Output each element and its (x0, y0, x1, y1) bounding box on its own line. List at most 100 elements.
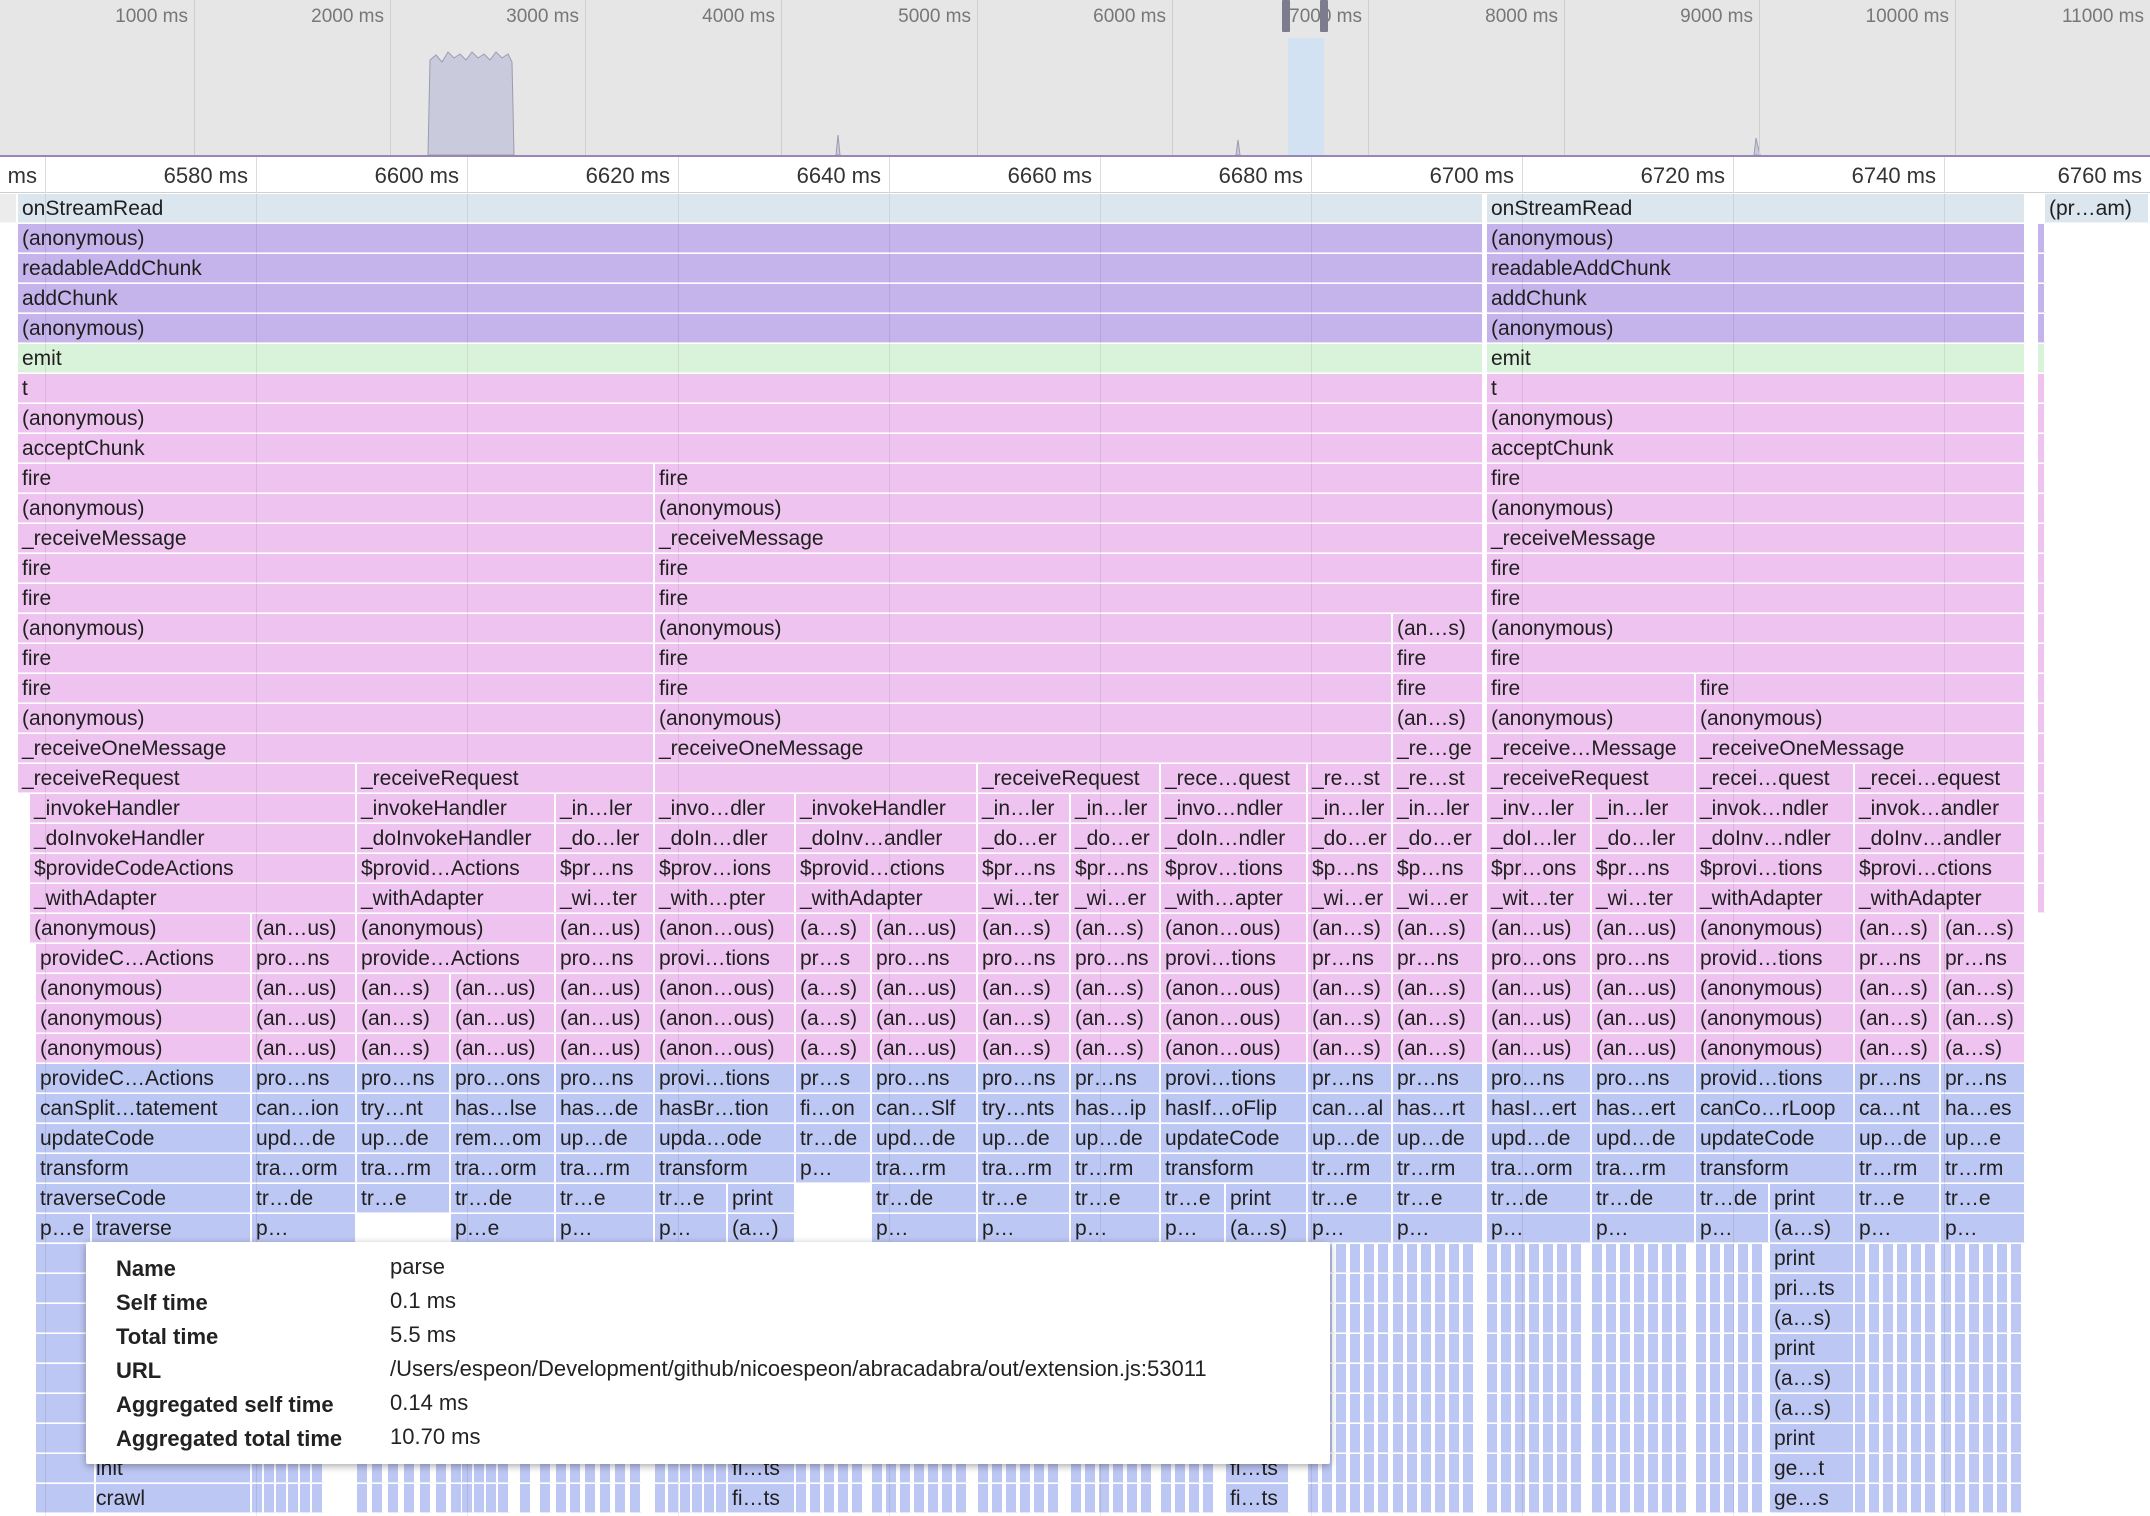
flame-frame[interactable] (1955, 1364, 1967, 1393)
flame-frame[interactable] (1648, 1454, 1660, 1483)
flame-frame[interactable]: (an…s) (978, 1004, 1071, 1033)
flame-frame[interactable]: print (1770, 1244, 1855, 1273)
flame-frame[interactable] (1175, 1484, 1187, 1513)
flame-frame[interactable] (1364, 1364, 1376, 1393)
flame-frame[interactable]: has…ip (1071, 1094, 1161, 1123)
flame-frame[interactable]: has…de (556, 1094, 655, 1123)
flame-frame[interactable] (0, 194, 18, 223)
flame-frame[interactable]: updateCode (1696, 1124, 1855, 1153)
flame-frame[interactable] (1634, 1424, 1646, 1453)
flame-frame[interactable] (1883, 1334, 1895, 1363)
flame-frame[interactable]: pro…ns (252, 1064, 357, 1093)
flame-frame[interactable]: _withAdapter (1696, 884, 1855, 913)
flame-frame[interactable] (942, 1484, 954, 1513)
flame-frame[interactable]: traverseCode (36, 1184, 252, 1213)
flame-frame[interactable] (1449, 1304, 1461, 1333)
flame-frame[interactable]: _in…ler (556, 794, 655, 823)
flame-frame[interactable] (1350, 1334, 1362, 1363)
flame-frame[interactable]: _withAdapter (1855, 884, 2026, 913)
flame-frame[interactable]: (an…s) (1941, 974, 2026, 1003)
flame-frame[interactable]: transform (1696, 1154, 1855, 1183)
flame-frame[interactable]: _doInv…andler (796, 824, 978, 853)
flame-frame[interactable] (1634, 1274, 1646, 1303)
flame-frame[interactable]: (anonymous) (1487, 224, 2026, 253)
flame-frame[interactable]: tr…e (556, 1184, 655, 1213)
flame-frame[interactable]: ge…s (1770, 1484, 1855, 1513)
flame-frame[interactable]: print (728, 1184, 796, 1213)
flame-frame[interactable]: _receiveRequest (18, 764, 357, 793)
flame-frame[interactable] (1350, 1274, 1362, 1303)
flame-frame[interactable]: _receiveOneMessage (1696, 734, 2026, 763)
flame-frame[interactable]: p… (978, 1214, 1071, 1243)
flame-frame[interactable]: (anonymous) (1487, 704, 1696, 733)
flame-frame[interactable] (1724, 1454, 1736, 1483)
flame-frame[interactable] (1592, 1394, 1604, 1423)
flame-frame[interactable] (1738, 1364, 1750, 1393)
flame-frame[interactable] (1941, 1484, 1953, 1513)
flame-frame[interactable] (900, 1484, 912, 1513)
flame-frame[interactable] (1606, 1454, 1618, 1483)
flame-frame[interactable]: (an…us) (1592, 974, 1696, 1003)
flame-frame[interactable]: (an…s) (357, 1004, 451, 1033)
flame-frame[interactable] (1752, 1334, 1764, 1363)
flame-frame[interactable] (928, 1484, 940, 1513)
flame-chart[interactable]: onStreamRead onStreamRead (pr…am) (anonymou… (0, 193, 2150, 1516)
flame-frame[interactable] (1515, 1424, 1527, 1453)
flame-frame[interactable] (1752, 1484, 1764, 1513)
flame-frame[interactable] (1501, 1424, 1513, 1453)
flame-frame[interactable] (1463, 1304, 1475, 1333)
flame-frame[interactable]: _do…er (1071, 824, 1161, 853)
flame-frame[interactable]: (anonymous) (36, 1004, 252, 1033)
flame-frame[interactable] (1969, 1424, 1981, 1453)
flame-frame[interactable]: p… (556, 1214, 655, 1243)
flame-frame[interactable] (1336, 1424, 1348, 1453)
flame-frame[interactable] (796, 1484, 808, 1513)
flame-frame[interactable] (1662, 1274, 1674, 1303)
flame-frame[interactable] (1571, 1244, 1583, 1273)
flame-frame[interactable]: (anonymous) (655, 494, 1484, 523)
flame-frame[interactable]: (an…us) (252, 974, 357, 1003)
flame-frame[interactable] (1407, 1244, 1419, 1273)
flame-frame[interactable] (1925, 1394, 1937, 1423)
flame-frame[interactable]: fire (18, 644, 655, 673)
flame-frame[interactable]: (an…s) (1308, 914, 1393, 943)
flame-frame[interactable]: _withAdapter (30, 884, 357, 913)
flame-frame[interactable]: (an…us) (1592, 1034, 1696, 1063)
flame-frame[interactable]: fire (655, 584, 1484, 613)
flame-frame[interactable]: can…Slf (872, 1094, 978, 1123)
flame-frame[interactable] (1141, 1484, 1153, 1513)
flame-frame[interactable]: t (18, 374, 1484, 403)
flame-frame[interactable] (1606, 1364, 1618, 1393)
flame-frame[interactable] (1620, 1334, 1632, 1363)
flame-frame[interactable] (264, 1484, 276, 1513)
flame-frame[interactable] (1378, 1394, 1390, 1423)
flame-frame[interactable]: fire (655, 674, 1393, 703)
flame-frame[interactable] (1969, 1274, 1981, 1303)
flame-frame[interactable] (1883, 1304, 1895, 1333)
flame-frame[interactable] (1911, 1454, 1923, 1483)
flame-frame[interactable]: _rece…quest (1161, 764, 1308, 793)
flame-frame[interactable]: _re…st (1393, 764, 1484, 793)
flame-frame[interactable]: fire (1393, 644, 1484, 673)
flame-frame[interactable] (1543, 1244, 1555, 1273)
flame-frame[interactable] (1543, 1334, 1555, 1363)
flame-frame[interactable] (1543, 1394, 1555, 1423)
flame-frame[interactable]: tr…e (1161, 1184, 1226, 1213)
flame-frame[interactable]: (an…s) (1308, 1004, 1393, 1033)
flame-frame[interactable] (1676, 1484, 1688, 1513)
flame-frame[interactable]: up…de (357, 1124, 451, 1153)
flame-frame[interactable]: $pr…ns (978, 854, 1071, 883)
flame-frame[interactable] (1969, 1244, 1981, 1273)
flame-frame[interactable] (1487, 1484, 1499, 1513)
flame-frame[interactable]: pr…s (796, 944, 872, 973)
flame-frame[interactable]: (anonymous) (30, 914, 252, 943)
flame-frame[interactable]: pro…ns (1592, 944, 1696, 973)
flame-frame[interactable]: (anonymous) (18, 224, 1484, 253)
flame-frame[interactable] (1676, 1424, 1688, 1453)
flame-frame[interactable] (1435, 1484, 1447, 1513)
flame-frame[interactable] (1571, 1304, 1583, 1333)
flame-frame[interactable] (1955, 1274, 1967, 1303)
flame-frame[interactable] (1421, 1364, 1433, 1393)
flame-frame[interactable] (2011, 1244, 2023, 1273)
flame-frame[interactable]: updateCode (1161, 1124, 1308, 1153)
